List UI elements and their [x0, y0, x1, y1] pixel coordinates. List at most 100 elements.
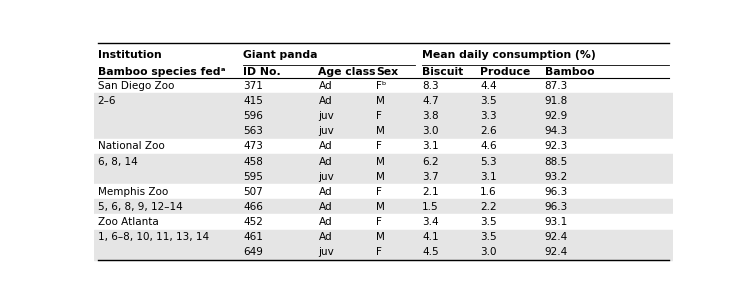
- Text: 4.7: 4.7: [422, 96, 439, 106]
- Text: 452: 452: [243, 217, 263, 227]
- Bar: [94, 199, 673, 214]
- Text: M: M: [375, 126, 384, 136]
- Text: 96.3: 96.3: [545, 187, 568, 197]
- Text: 3.0: 3.0: [480, 247, 497, 257]
- Text: 649: 649: [243, 247, 263, 257]
- Text: juv: juv: [319, 126, 334, 136]
- Bar: [94, 230, 673, 245]
- Text: 6.2: 6.2: [422, 156, 439, 166]
- Text: 3.7: 3.7: [422, 172, 439, 182]
- Text: F: F: [375, 141, 381, 151]
- Text: San Diego Zoo: San Diego Zoo: [97, 81, 174, 91]
- Text: 4.6: 4.6: [480, 141, 497, 151]
- Text: 3.8: 3.8: [422, 111, 439, 121]
- Text: Ad: Ad: [319, 141, 332, 151]
- Text: 596: 596: [243, 111, 263, 121]
- Text: 3.5: 3.5: [480, 232, 497, 242]
- Text: juv: juv: [319, 111, 334, 121]
- Text: Institution: Institution: [97, 50, 162, 60]
- Text: 507: 507: [243, 187, 263, 197]
- Text: M: M: [375, 202, 384, 212]
- Text: Ad: Ad: [319, 156, 332, 166]
- Text: 5, 6, 8, 9, 12–14: 5, 6, 8, 9, 12–14: [97, 202, 183, 212]
- Text: 595: 595: [243, 172, 263, 182]
- Bar: [94, 214, 673, 230]
- Text: Bamboo: Bamboo: [545, 66, 594, 76]
- Text: 4.4: 4.4: [480, 81, 497, 91]
- Bar: [94, 139, 673, 154]
- Text: 3.1: 3.1: [422, 141, 439, 151]
- Text: ID No.: ID No.: [243, 66, 280, 76]
- Text: 371: 371: [243, 81, 263, 91]
- Text: 88.5: 88.5: [545, 156, 568, 166]
- Text: 1.6: 1.6: [480, 187, 497, 197]
- Text: 93.2: 93.2: [545, 172, 568, 182]
- Text: 96.3: 96.3: [545, 202, 568, 212]
- Text: Zoo Atlanta: Zoo Atlanta: [97, 217, 159, 227]
- Text: 4.5: 4.5: [422, 247, 439, 257]
- Text: 92.4: 92.4: [545, 247, 568, 257]
- Text: 458: 458: [243, 156, 263, 166]
- Text: 5.3: 5.3: [480, 156, 497, 166]
- Bar: [94, 245, 673, 260]
- Text: Sex: Sex: [375, 66, 398, 76]
- Text: 1.5: 1.5: [422, 202, 439, 212]
- Text: 461: 461: [243, 232, 263, 242]
- Text: F: F: [375, 111, 381, 121]
- Text: Fᵇ: Fᵇ: [375, 81, 386, 91]
- Text: 415: 415: [243, 96, 263, 106]
- Text: 2.2: 2.2: [480, 202, 497, 212]
- Text: 87.3: 87.3: [545, 81, 568, 91]
- Text: F: F: [375, 187, 381, 197]
- Text: 466: 466: [243, 202, 263, 212]
- Text: juv: juv: [319, 172, 334, 182]
- Text: 2.1: 2.1: [422, 187, 439, 197]
- Text: Memphis Zoo: Memphis Zoo: [97, 187, 168, 197]
- Bar: [94, 78, 673, 93]
- Text: 92.4: 92.4: [545, 232, 568, 242]
- Text: F: F: [375, 217, 381, 227]
- Text: Ad: Ad: [319, 81, 332, 91]
- Text: 92.9: 92.9: [545, 111, 568, 121]
- Text: Ad: Ad: [319, 232, 332, 242]
- Text: 2.6: 2.6: [480, 126, 497, 136]
- Text: 473: 473: [243, 141, 263, 151]
- Text: 2–6: 2–6: [97, 96, 116, 106]
- Text: Produce: Produce: [480, 66, 530, 76]
- Text: Ad: Ad: [319, 96, 332, 106]
- Bar: [94, 108, 673, 124]
- Bar: [94, 169, 673, 184]
- Text: 91.8: 91.8: [545, 96, 568, 106]
- Text: 1, 6–8, 10, 11, 13, 14: 1, 6–8, 10, 11, 13, 14: [97, 232, 209, 242]
- Text: Ad: Ad: [319, 202, 332, 212]
- Text: Mean daily consumption (%): Mean daily consumption (%): [422, 50, 596, 60]
- Text: juv: juv: [319, 247, 334, 257]
- Text: 94.3: 94.3: [545, 126, 568, 136]
- Text: 8.3: 8.3: [422, 81, 439, 91]
- Text: 3.5: 3.5: [480, 217, 497, 227]
- Text: 6, 8, 14: 6, 8, 14: [97, 156, 138, 166]
- Text: 3.3: 3.3: [480, 111, 497, 121]
- Text: Age class: Age class: [319, 66, 376, 76]
- Bar: [94, 184, 673, 199]
- Text: F: F: [375, 247, 381, 257]
- Text: Biscuit: Biscuit: [422, 66, 464, 76]
- Bar: [94, 124, 673, 139]
- Text: M: M: [375, 96, 384, 106]
- Text: Giant panda: Giant panda: [243, 50, 318, 60]
- Text: National Zoo: National Zoo: [97, 141, 165, 151]
- Text: Ad: Ad: [319, 187, 332, 197]
- Text: 563: 563: [243, 126, 263, 136]
- Text: Bamboo species fedᵃ: Bamboo species fedᵃ: [97, 66, 225, 76]
- Bar: [94, 93, 673, 108]
- Text: 92.3: 92.3: [545, 141, 568, 151]
- Text: M: M: [375, 172, 384, 182]
- Text: 3.4: 3.4: [422, 217, 439, 227]
- Text: 3.0: 3.0: [422, 126, 438, 136]
- Text: M: M: [375, 156, 384, 166]
- Text: 3.1: 3.1: [480, 172, 497, 182]
- Text: 3.5: 3.5: [480, 96, 497, 106]
- Text: 93.1: 93.1: [545, 217, 568, 227]
- Text: M: M: [375, 232, 384, 242]
- Text: Ad: Ad: [319, 217, 332, 227]
